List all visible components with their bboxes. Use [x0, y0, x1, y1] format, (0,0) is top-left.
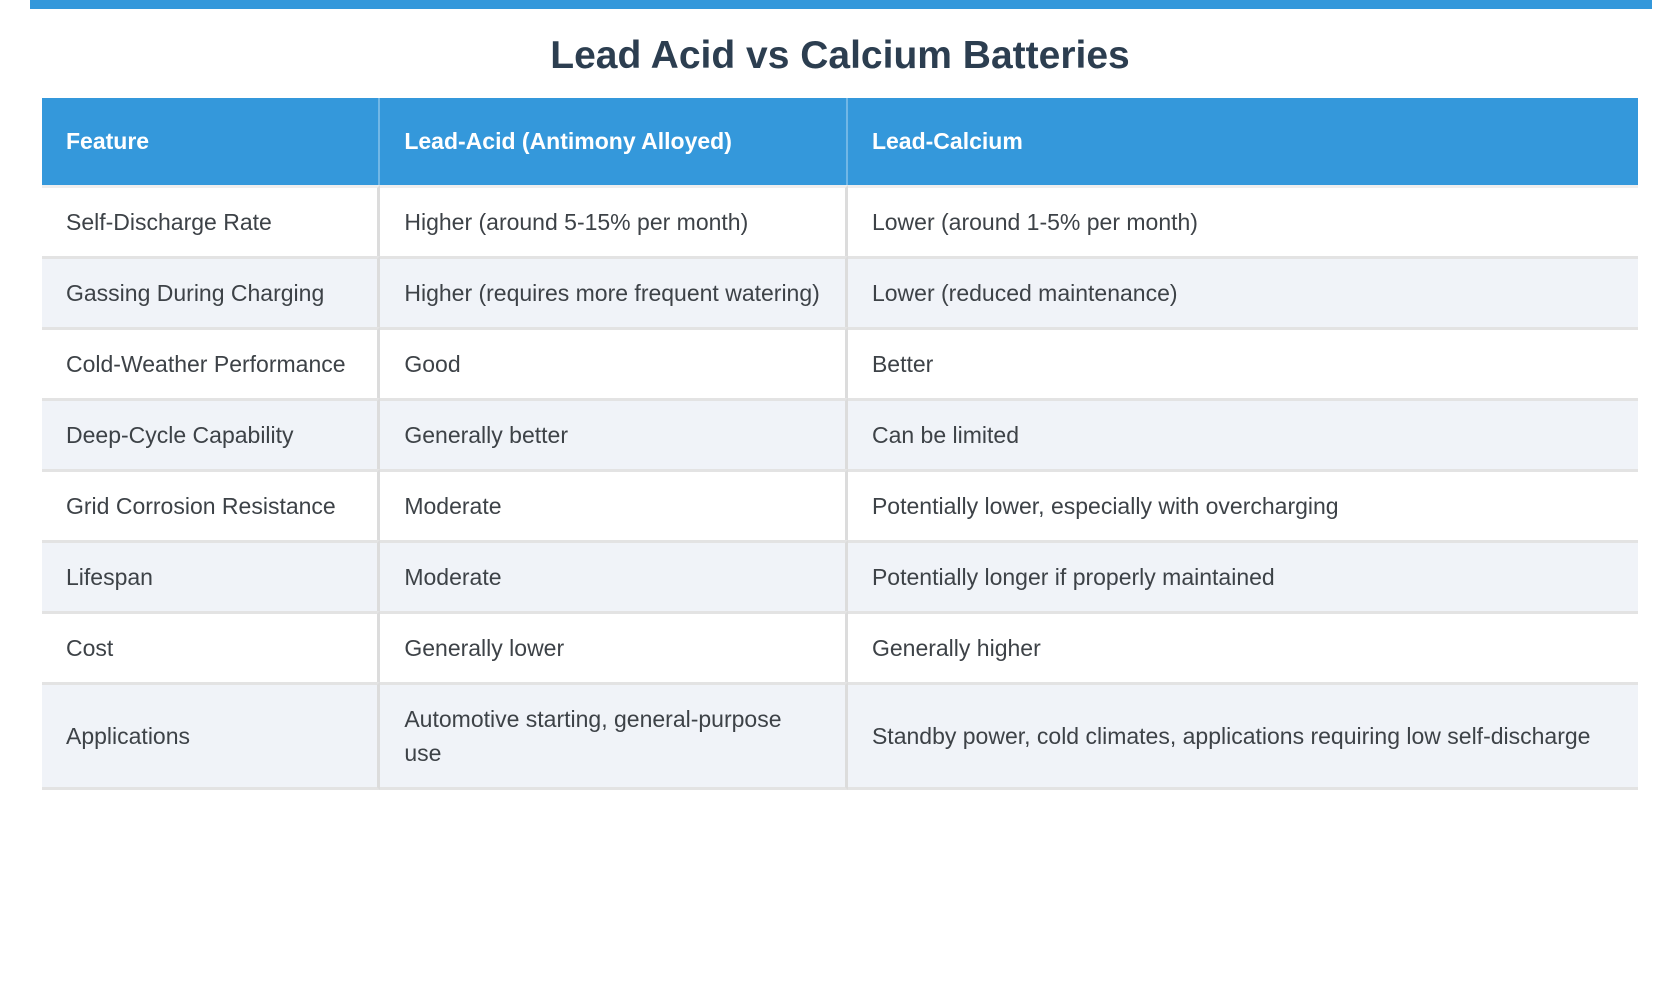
- lead-acid-cell: Moderate: [380, 540, 848, 611]
- lead-calcium-cell: Lower (around 1-5% per month): [847, 185, 1638, 256]
- table-row-gassing: Gassing During Charging Higher (requires…: [42, 256, 1638, 327]
- table-row-lifespan: Lifespan Moderate Potentially longer if …: [42, 540, 1638, 611]
- lead-acid-cell: Higher (around 5-15% per month): [380, 185, 848, 256]
- comparison-table: Feature Lead-Acid (Antimony Alloyed) Lea…: [42, 98, 1638, 790]
- table-row-self-discharge: Self-Discharge Rate Higher (around 5-15%…: [42, 185, 1638, 256]
- feature-cell: Grid Corrosion Resistance: [42, 469, 381, 540]
- feature-cell: Applications: [42, 682, 381, 790]
- lead-calcium-cell: Can be limited: [847, 398, 1638, 469]
- comparison-table-container: Feature Lead-Acid (Antimony Alloyed) Lea…: [42, 98, 1638, 790]
- feature-cell: Self-Discharge Rate: [42, 185, 381, 256]
- feature-cell: Gassing During Charging: [42, 256, 381, 327]
- top-accent-bar: [30, 0, 1652, 9]
- lead-acid-cell: Generally better: [380, 398, 848, 469]
- table-row-deep-cycle: Deep-Cycle Capability Generally better C…: [42, 398, 1638, 469]
- column-header-lead-acid: Lead-Acid (Antimony Alloyed): [380, 98, 848, 185]
- table-header: Feature Lead-Acid (Antimony Alloyed) Lea…: [42, 98, 1638, 185]
- feature-cell: Lifespan: [42, 540, 381, 611]
- lead-calcium-cell: Generally higher: [847, 611, 1638, 682]
- lead-acid-cell: Good: [380, 327, 848, 398]
- lead-acid-cell: Automotive starting, general-purpose use: [380, 682, 848, 790]
- lead-calcium-cell: Potentially lower, especially with overc…: [847, 469, 1638, 540]
- lead-calcium-cell: Lower (reduced maintenance): [847, 256, 1638, 327]
- lead-calcium-cell: Better: [847, 327, 1638, 398]
- table-row-cold-weather: Cold-Weather Performance Good Better: [42, 327, 1638, 398]
- feature-cell: Cost: [42, 611, 381, 682]
- lead-acid-cell: Moderate: [380, 469, 848, 540]
- table-body: Self-Discharge Rate Higher (around 5-15%…: [42, 185, 1638, 790]
- column-header-feature: Feature: [42, 98, 381, 185]
- page-title: Lead Acid vs Calcium Batteries: [550, 34, 1130, 77]
- lead-calcium-cell: Standby power, cold climates, applicatio…: [847, 682, 1638, 790]
- lead-acid-cell: Higher (requires more frequent watering): [380, 256, 848, 327]
- header-row: Feature Lead-Acid (Antimony Alloyed) Lea…: [42, 98, 1638, 185]
- table-row-cost: Cost Generally lower Generally higher: [42, 611, 1638, 682]
- table-row-applications: Applications Automotive starting, genera…: [42, 682, 1638, 790]
- feature-cell: Cold-Weather Performance: [42, 327, 381, 398]
- table-row-grid-corrosion: Grid Corrosion Resistance Moderate Poten…: [42, 469, 1638, 540]
- lead-calcium-cell: Potentially longer if properly maintaine…: [847, 540, 1638, 611]
- column-header-lead-calcium: Lead-Calcium: [847, 98, 1638, 185]
- feature-cell: Deep-Cycle Capability: [42, 398, 381, 469]
- lead-acid-cell: Generally lower: [380, 611, 848, 682]
